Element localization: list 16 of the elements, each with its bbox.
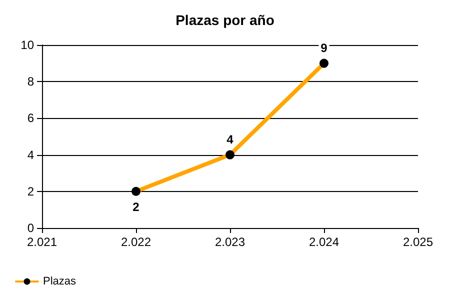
y-tick-label: 10 [20,38,34,52]
data-label: 9 [320,40,328,55]
data-label: 2 [132,200,140,214]
y-tick-label: 4 [27,148,34,162]
y-tick-label: 0 [27,221,34,235]
x-tick-label: 2.023 [214,235,246,249]
y-tick-label: 2 [27,184,34,198]
chart-title: Plazas por año [176,12,274,28]
x-tick-label: 2.025 [402,235,434,249]
y-tick-label: 6 [27,111,34,126]
y-tick-label: 8 [27,74,34,89]
x-tick-label: 2.021 [26,235,58,249]
data-label: 4 [226,132,234,146]
legend-label: Plazas [43,276,77,288]
x-tick-label: 2.022 [120,235,152,249]
x-tick-label: 2.024 [308,235,340,249]
